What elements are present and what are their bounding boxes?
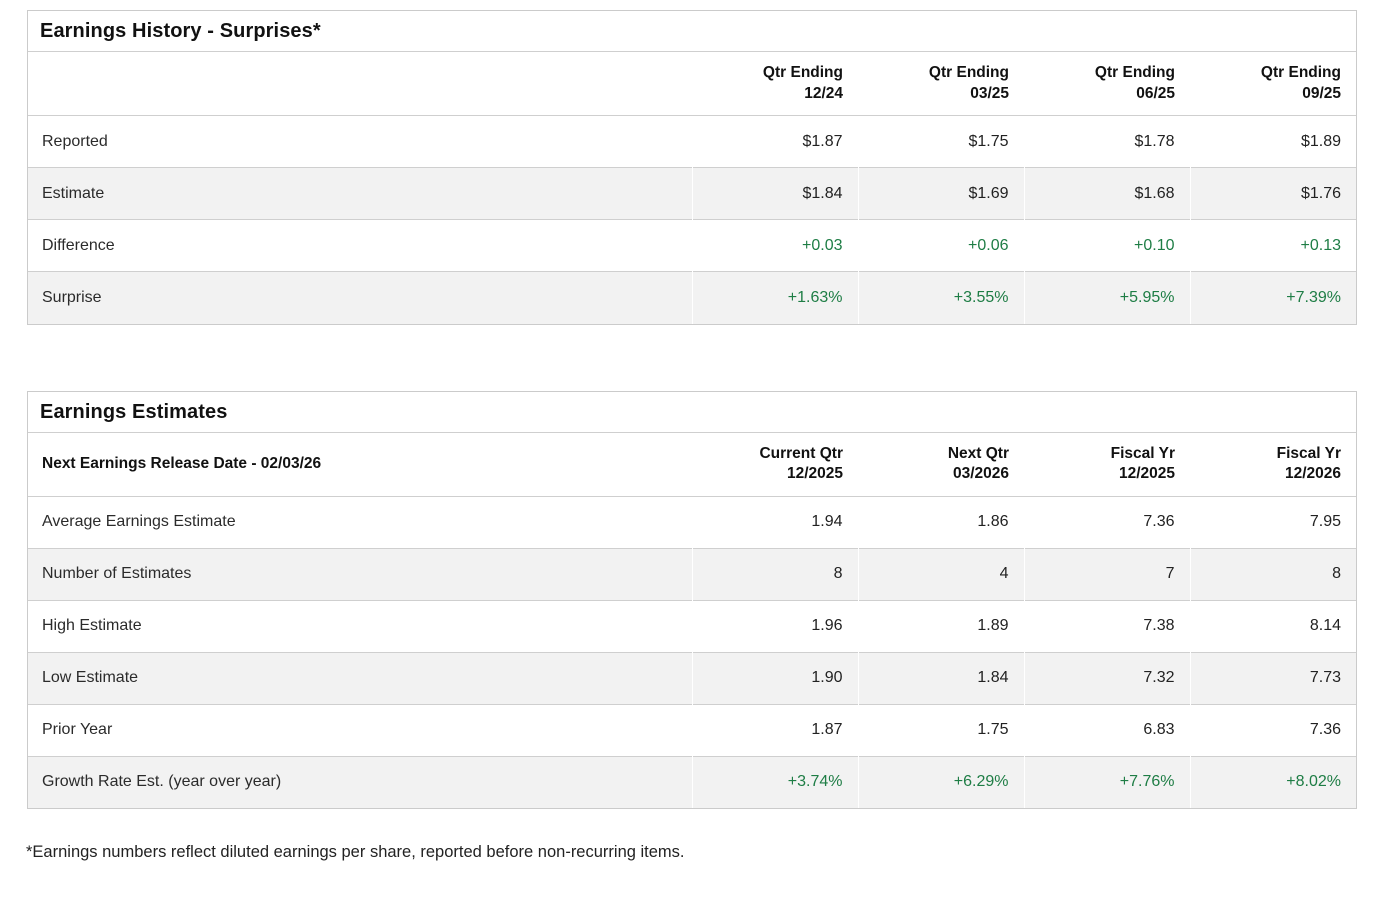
row-label-reported: Reported: [28, 115, 692, 168]
table-row-difference: Difference +0.03 +0.06 +0.10 +0.13: [28, 219, 1356, 272]
earnings-history-table: Qtr Ending 12/24 Qtr Ending 03/25 Qtr En…: [28, 51, 1356, 324]
row-label-growth-rate-est: Growth Rate Est. (year over year): [28, 755, 692, 808]
earnings-estimates-header-row: Next Earnings Release Date - 02/03/26 Cu…: [28, 431, 1356, 496]
cell-value: 8: [1189, 547, 1356, 600]
column-header-qtr-0625: Qtr Ending 06/25: [1024, 51, 1190, 116]
cell-value: 7.32: [1023, 651, 1190, 704]
column-header-current-qtr: Current Qtr 12/2025: [692, 431, 858, 496]
cell-value: 7.36: [1189, 703, 1356, 756]
table-row-high-estimate: High Estimate 1.96 1.89 7.38 8.14: [28, 599, 1356, 652]
cell-value: 1.86: [857, 495, 1024, 548]
row-label-average-earnings-estimate: Average Earnings Estimate: [28, 495, 692, 548]
cell-value: $1.84: [691, 167, 858, 220]
cell-value: 1.94: [691, 495, 858, 548]
cell-value: 4: [857, 547, 1024, 600]
row-label-number-of-estimates: Number of Estimates: [28, 547, 692, 600]
cell-value: 7.38: [1023, 599, 1190, 652]
row-label-difference: Difference: [28, 219, 692, 272]
row-label-prior-year: Prior Year: [28, 703, 692, 756]
cell-value-positive: +1.63%: [691, 271, 858, 324]
cell-value: 7.36: [1023, 495, 1190, 548]
table-row-prior-year: Prior Year 1.87 1.75 6.83 7.36: [28, 703, 1356, 756]
row-label-surprise: Surprise: [28, 271, 692, 324]
earnings-estimates-title: Earnings Estimates: [40, 400, 228, 423]
cell-value: 1.84: [857, 651, 1024, 704]
cell-value-positive: +3.74%: [691, 755, 858, 808]
table-row-growth-rate-est: Growth Rate Est. (year over year) +3.74%…: [28, 755, 1356, 808]
cell-value-positive: +7.76%: [1023, 755, 1190, 808]
earnings-history-panel: Earnings History - Surprises* Qtr Ending…: [27, 10, 1357, 325]
earnings-history-title: Earnings History - Surprises*: [40, 20, 321, 42]
cell-value-positive: +0.06: [857, 219, 1024, 272]
table-row-surprise: Surprise +1.63% +3.55% +5.95% +7.39%: [28, 271, 1356, 324]
column-header-qtr-1224: Qtr Ending 12/24: [692, 51, 858, 116]
next-earnings-release-date: Next Earnings Release Date - 02/03/26: [28, 431, 692, 496]
column-header-fiscal-yr-2026: Fiscal Yr 12/2026: [1190, 431, 1356, 496]
cell-value: 1.75: [857, 703, 1024, 756]
row-label-low-estimate: Low Estimate: [28, 651, 692, 704]
cell-value: 7.73: [1189, 651, 1356, 704]
cell-value: 8.14: [1189, 599, 1356, 652]
cell-value: $1.78: [1023, 115, 1190, 168]
column-header-next-qtr: Next Qtr 03/2026: [858, 431, 1024, 496]
cell-value: 1.87: [691, 703, 858, 756]
cell-value: $1.75: [857, 115, 1024, 168]
earnings-footnote: *Earnings numbers reflect diluted earnin…: [26, 843, 685, 861]
table-row-low-estimate: Low Estimate 1.90 1.84 7.32 7.73: [28, 651, 1356, 704]
earnings-estimates-panel: Earnings Estimates Next Earnings Release…: [27, 390, 1357, 809]
earnings-history-header-spacer: [28, 51, 692, 116]
cell-value-positive: +0.13: [1189, 219, 1356, 272]
cell-value: 1.96: [691, 599, 858, 652]
row-label-high-estimate: High Estimate: [28, 599, 692, 652]
cell-value: $1.89: [1189, 115, 1356, 168]
cell-value: 1.90: [691, 651, 858, 704]
table-row-number-of-estimates: Number of Estimates 8 4 7 8: [28, 547, 1356, 600]
cell-value: 7.95: [1189, 495, 1356, 548]
cell-value-positive: +3.55%: [857, 271, 1024, 324]
cell-value: 6.83: [1023, 703, 1190, 756]
cell-value: $1.68: [1023, 167, 1190, 220]
column-header-qtr-0325: Qtr Ending 03/25: [858, 51, 1024, 116]
cell-value: $1.87: [691, 115, 858, 168]
cell-value-positive: +7.39%: [1189, 271, 1356, 324]
cell-value: $1.76: [1189, 167, 1356, 220]
row-label-estimate: Estimate: [28, 167, 692, 220]
table-row-reported: Reported $1.87 $1.75 $1.78 $1.89: [28, 115, 1356, 168]
cell-value-positive: +6.29%: [857, 755, 1024, 808]
earnings-estimates-table: Next Earnings Release Date - 02/03/26 Cu…: [28, 431, 1356, 808]
cell-value: $1.69: [857, 167, 1024, 220]
cell-value: 1.89: [857, 599, 1024, 652]
cell-value-positive: +0.10: [1023, 219, 1190, 272]
column-header-qtr-0925: Qtr Ending 09/25: [1190, 51, 1356, 116]
cell-value-positive: +5.95%: [1023, 271, 1190, 324]
cell-value: 7: [1023, 547, 1190, 600]
earnings-history-header-row: Qtr Ending 12/24 Qtr Ending 03/25 Qtr En…: [28, 51, 1356, 116]
cell-value: 8: [691, 547, 858, 600]
column-header-fiscal-yr-2025: Fiscal Yr 12/2025: [1024, 431, 1190, 496]
table-row-average-earnings-estimate: Average Earnings Estimate 1.94 1.86 7.36…: [28, 495, 1356, 548]
cell-value-positive: +0.03: [691, 219, 858, 272]
table-row-estimate: Estimate $1.84 $1.69 $1.68 $1.76: [28, 167, 1356, 220]
cell-value-positive: +8.02%: [1189, 755, 1356, 808]
